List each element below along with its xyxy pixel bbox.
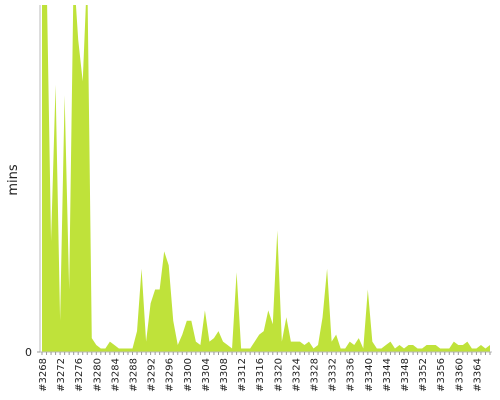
y-axis-label: mins <box>6 164 21 196</box>
x-tick-label: #3300 <box>183 358 194 392</box>
x-tick-label: #3296 <box>165 358 176 392</box>
x-tick-label: #3356 <box>436 358 447 392</box>
x-tick-label: #3288 <box>129 358 140 392</box>
x-tick-label: #3348 <box>400 358 411 392</box>
x-tick-label: #3284 <box>110 358 121 392</box>
x-tick-label: #3308 <box>219 358 230 392</box>
x-tick-label: #3316 <box>255 358 266 392</box>
x-tick-label: #3328 <box>310 358 321 392</box>
x-tick-label: #3332 <box>328 358 339 392</box>
y-tick-label: 0 <box>25 346 32 359</box>
x-tick-label: #3268 <box>38 358 49 392</box>
x-tick-label: #3336 <box>346 358 357 392</box>
x-tick-label: #3312 <box>237 358 248 392</box>
x-tick-label: #3344 <box>382 358 393 392</box>
x-tick-label: #3280 <box>92 358 103 392</box>
x-tick-label: #3320 <box>273 358 284 392</box>
x-tick-label: #3364 <box>472 358 483 392</box>
x-tick-label: #3352 <box>418 358 429 392</box>
x-tick-label: #3292 <box>147 358 158 392</box>
x-tick-label: #3360 <box>454 358 465 392</box>
x-tick-label: #3272 <box>56 358 67 392</box>
area <box>42 5 490 352</box>
x-tick-label: #3324 <box>291 358 302 392</box>
x-tick-label: #3276 <box>74 358 85 392</box>
x-tick-label: #3304 <box>201 358 212 392</box>
x-tick-label: #3340 <box>364 358 375 392</box>
